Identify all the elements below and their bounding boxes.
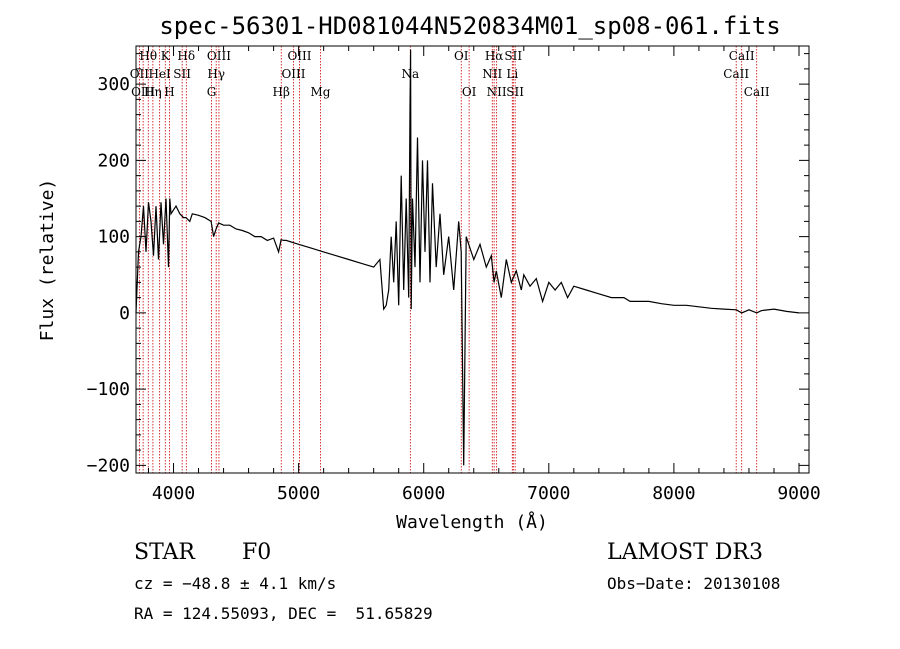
line-label-27: CaII bbox=[744, 85, 770, 99]
x-axis-ticks: 4000 5000 6000 7000 8000 9000 bbox=[148, 46, 821, 504]
line-label-3: Hη bbox=[144, 85, 162, 99]
x-tick-label: 7000 bbox=[527, 483, 570, 504]
y-tick-label: 0 bbox=[119, 303, 130, 324]
line-label-17: OI bbox=[454, 49, 469, 63]
x-tick-label: 8000 bbox=[652, 483, 695, 504]
line-label-0: OII bbox=[130, 67, 150, 81]
line-label-9: G bbox=[207, 85, 217, 99]
spectral-line-markers bbox=[138, 46, 758, 473]
y-tick-label: −100 bbox=[87, 379, 130, 400]
coordinates: RA = 124.55093, DEC = 51.65829 bbox=[134, 604, 433, 623]
spectrum-series bbox=[135, 49, 800, 466]
line-label-10: Hγ bbox=[207, 67, 225, 81]
object-subclass: F0 bbox=[242, 540, 272, 565]
spectral-line-labels: OIIHθOIIIHηHeIKHSIIHδGHγOIIIHβOIIIOIIIMg… bbox=[130, 49, 770, 99]
line-label-4: HeI bbox=[148, 67, 171, 81]
line-label-7: SII bbox=[173, 67, 191, 81]
y-tick-label: 100 bbox=[97, 227, 130, 248]
line-label-12: Hβ bbox=[273, 85, 290, 99]
y-tick-label: 300 bbox=[97, 74, 130, 95]
observation-date: Obs−Date: 20130108 bbox=[607, 574, 781, 593]
y-tick-label: −200 bbox=[87, 455, 130, 476]
x-axis-label: Wavelength (Å) bbox=[396, 511, 548, 533]
line-label-19: NII bbox=[482, 67, 502, 81]
line-label-1: Hθ bbox=[139, 49, 157, 63]
line-label-18: OI bbox=[462, 85, 477, 99]
y-tick-label: 200 bbox=[97, 150, 130, 171]
line-label-11: OIII bbox=[207, 49, 231, 63]
x-tick-label: 9000 bbox=[777, 483, 820, 504]
object-class: STAR bbox=[134, 540, 195, 565]
line-label-24: SII bbox=[506, 85, 524, 99]
line-label-15: Mg bbox=[311, 85, 331, 99]
survey-name: LAMOST DR3 bbox=[607, 540, 763, 565]
line-label-2: OIII bbox=[131, 85, 155, 99]
plot-frame bbox=[135, 45, 810, 474]
y-axis-ticks: −200 −100 0 100 200 300 bbox=[87, 53, 809, 476]
line-label-8: Hδ bbox=[177, 49, 195, 63]
line-label-21: NII bbox=[487, 85, 507, 99]
line-label-26: CaII bbox=[729, 49, 755, 63]
line-label-23: SII bbox=[504, 49, 522, 63]
line-label-20: Hα bbox=[485, 49, 504, 63]
line-label-25: CaII bbox=[723, 67, 749, 81]
line-label-6: H bbox=[164, 85, 174, 99]
y-axis-label: Flux (relative) bbox=[37, 179, 58, 342]
redshift-cz: cz = −48.8 ± 4.1 km/s bbox=[134, 574, 337, 593]
x-tick-label: 4000 bbox=[152, 483, 195, 504]
line-label-13: OIII bbox=[281, 67, 305, 81]
x-tick-label: 5000 bbox=[277, 483, 320, 504]
spectrum-chart: spec-56301-HD081044N520834M01_sp08-061.f… bbox=[37, 12, 821, 533]
chart-title: spec-56301-HD081044N520834M01_sp08-061.f… bbox=[159, 12, 780, 40]
x-tick-label: 6000 bbox=[402, 483, 445, 504]
line-label-5: K bbox=[161, 49, 171, 63]
line-label-22: Li bbox=[506, 67, 518, 81]
line-label-14: OIII bbox=[287, 49, 311, 63]
